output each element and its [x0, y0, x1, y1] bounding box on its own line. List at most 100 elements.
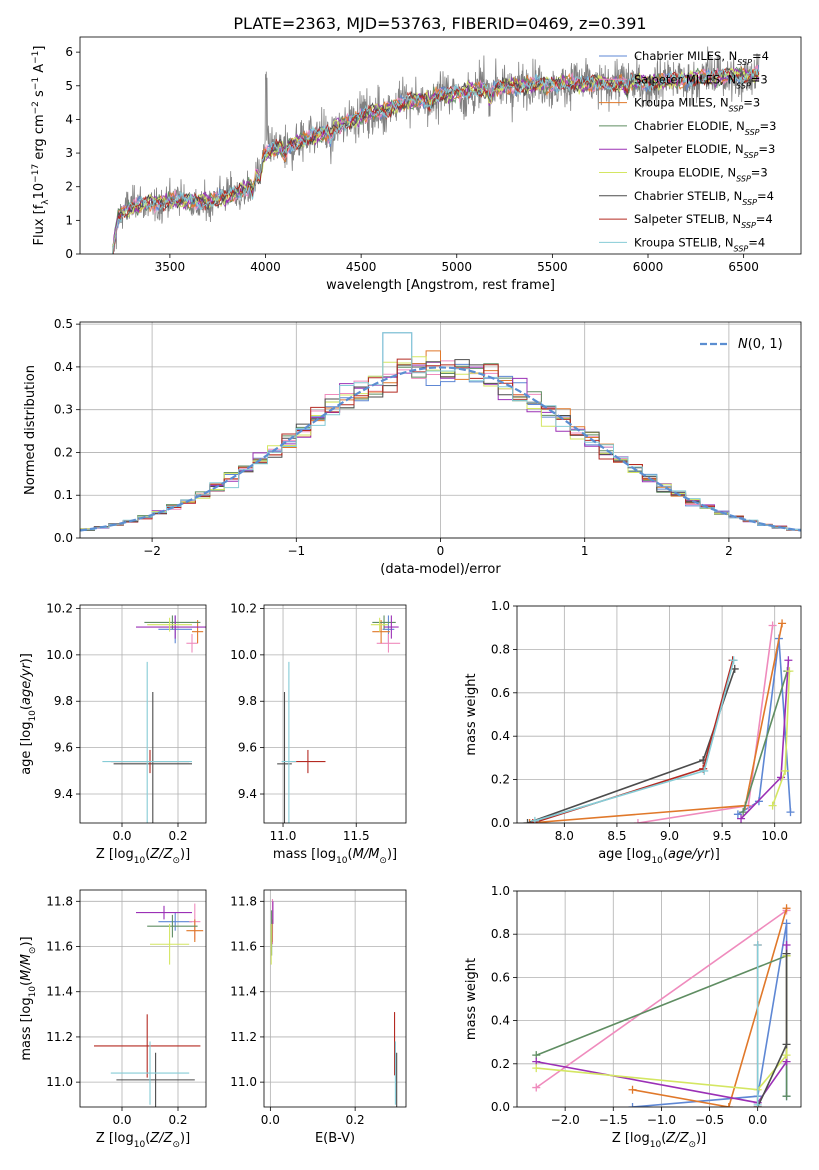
axes-residuals: −2 −1 0 1 2 0.0 0.1 0.2 0.3 0.4 0.5 N(0, 1) (data-mo…: [23, 317, 802, 577]
plot-area-age_vs_mass: [277, 615, 401, 823]
axes-mass_weight_vs_Z: −2.0 −1.5 −1.0 −0.5 0.0 0.0 0.2 0.4 0.6 0.8 1.0 Z […: [464, 884, 802, 1150]
mass-weight-marker: [782, 1051, 791, 1060]
y-tick-label: 11.0: [230, 1075, 257, 1089]
x-tick-label: −2.0: [551, 1113, 580, 1127]
x-axis-label: E(B-V): [315, 1131, 355, 1146]
legend-label: Kroupa MILES, NSSP=3: [634, 96, 760, 114]
x-tick-label: 3500: [155, 260, 186, 274]
legend-label: Chabrier STELIB, NSSP=4: [634, 189, 774, 207]
axes-frame: [263, 889, 407, 1108]
x-tick-label: 5000: [441, 260, 472, 274]
model-spectrum: [112, 67, 760, 254]
mass-weight-line: [529, 623, 783, 823]
y-tick-label: 0.5: [54, 317, 73, 331]
y-axis-label: mass weight: [464, 673, 479, 755]
y-tick-label: 0.2: [491, 1057, 510, 1071]
x-axis-label: (data-model)/error: [380, 562, 501, 577]
y-tick-label: 0.0: [54, 531, 73, 545]
mass-weight-marker: [782, 904, 791, 913]
x-tick-label: −1.5: [599, 1113, 628, 1127]
x-tick-label: 9.5: [713, 829, 732, 843]
mass-weight-marker: [729, 656, 738, 665]
x-tick-label: 11.5: [343, 829, 370, 843]
axes-age_vs_mass: 11.0 11.5 9.4 9.6 9.8 10.0 10.2 mass [log10(M/M…: [230, 601, 407, 866]
x-tick-label: 10.0: [761, 829, 788, 843]
mass-weight-marker: [784, 656, 793, 665]
x-tick-label: 4000: [250, 260, 281, 274]
x-tick-label: 11.0: [270, 829, 297, 843]
y-tick-label: 0.4: [491, 1014, 510, 1028]
mass-weight-marker: [532, 1064, 541, 1073]
plot-area-mass_weight_vs_age: [523, 619, 795, 823]
y-tick-label: 0.4: [491, 729, 510, 743]
mass-weight-marker: [778, 619, 787, 628]
plots-layer: 3500 4000 4500 5000 5500 6000 6500 0 1 2 3 4 5 6 wavel…: [19, 36, 802, 1150]
y-tick-label: 10.0: [230, 648, 257, 662]
axes-mass_weight_vs_age: 8.0 8.5 9.0 9.5 10.0 0.0 0.2 0.4 0.6 0.8 1.0 age [l…: [464, 599, 802, 866]
mass-weight-marker: [628, 1085, 637, 1094]
residual-histogram: [80, 332, 801, 531]
mass-weight-marker: [737, 814, 746, 823]
y-tick-label: 11.2: [230, 1030, 257, 1044]
x-tick-label: 1: [581, 544, 589, 558]
x-axis-label: Z [log10(Z/Z⊙)]: [96, 1131, 190, 1150]
x-tick-label: −0.5: [695, 1113, 724, 1127]
plot-area-mass_weight_vs_Z: [532, 904, 791, 1107]
y-tick-label: 2: [65, 180, 73, 194]
y-tick-label: 10.2: [230, 601, 257, 615]
y-tick-label: 0.8: [491, 927, 510, 941]
y-tick-label: 0.6: [491, 686, 510, 700]
y-tick-label: 6: [65, 45, 73, 59]
x-tick-label: −1: [287, 544, 305, 558]
axes-frame: [516, 890, 802, 1108]
y-axis-label: mass weight: [464, 958, 479, 1040]
axes-frame: [516, 605, 802, 824]
y-tick-label: 9.6: [54, 741, 73, 755]
x-tick-label: 8.5: [607, 829, 626, 843]
mass-weight-marker: [753, 1100, 762, 1107]
x-tick-label: 0.0: [112, 1113, 131, 1127]
grid-mass_vs_Z: [80, 890, 206, 1107]
mass-weight-marker: [523, 819, 532, 823]
mass-weight-line: [737, 638, 792, 815]
x-tick-label: 6000: [633, 260, 664, 274]
mass-weight-line: [535, 909, 788, 1089]
legend-label: Kroupa ELODIE, NSSP=3: [634, 166, 768, 184]
mass-weight-marker: [530, 816, 539, 823]
x-tick-label: 0.2: [346, 1113, 365, 1127]
y-tick-label: 0.3: [54, 403, 73, 417]
y-tick-label: 11.4: [230, 985, 257, 999]
y-tick-label: 11.6: [230, 940, 257, 954]
y-tick-label: 0.8: [491, 642, 510, 656]
mass-weight-marker: [733, 810, 742, 819]
axes-age_vs_Z: 0.0 0.2 9.4 9.6 9.8 10.0 10.2 Z [log10(Z/Z⊙)] ag…: [19, 601, 207, 866]
x-tick-label: 0: [437, 544, 445, 558]
y-tick-label: 0.6: [491, 970, 510, 984]
grid-age_vs_Z: [80, 605, 206, 823]
y-tick-label: 11.8: [230, 894, 257, 908]
y-tick-label: 5: [65, 79, 73, 93]
plot-area-residuals: [80, 332, 801, 532]
y-tick-label: 10.0: [46, 648, 73, 662]
legend-label: Salpeter MILES, NSSP=3: [634, 72, 768, 90]
plot-area-spectrum: [112, 46, 760, 254]
axes-frame: [79, 321, 802, 539]
x-axis-label: age [log10(age/yr)]: [598, 847, 720, 866]
y-tick-label: 10.2: [46, 601, 73, 615]
x-tick-label: 0.0: [112, 829, 131, 843]
mass-weight-marker: [782, 941, 791, 949]
y-axis-label: Normed distribution: [23, 365, 38, 495]
x-tick-label: 4500: [346, 260, 377, 274]
y-tick-label: 11.4: [46, 985, 73, 999]
mass-weight-marker: [532, 1083, 541, 1092]
y-tick-label: 11.8: [46, 894, 73, 908]
legend-label: Chabrier MILES, NSSP=4: [634, 49, 769, 67]
x-tick-label: 8.0: [555, 829, 574, 843]
legend-label: N(0, 1): [738, 337, 783, 352]
x-tick-label: 0.2: [168, 1113, 187, 1127]
x-tick-label: 6500: [728, 260, 759, 274]
axes-mass_vs_Z: 0.0 0.2 11.0 11.2 11.4 11.6 11.8 Z [log10(Z/Z⊙)…: [19, 889, 207, 1150]
mass-weight-marker: [633, 819, 642, 823]
y-tick-label: 0.4: [54, 360, 73, 374]
mass-weight-line: [527, 668, 736, 823]
